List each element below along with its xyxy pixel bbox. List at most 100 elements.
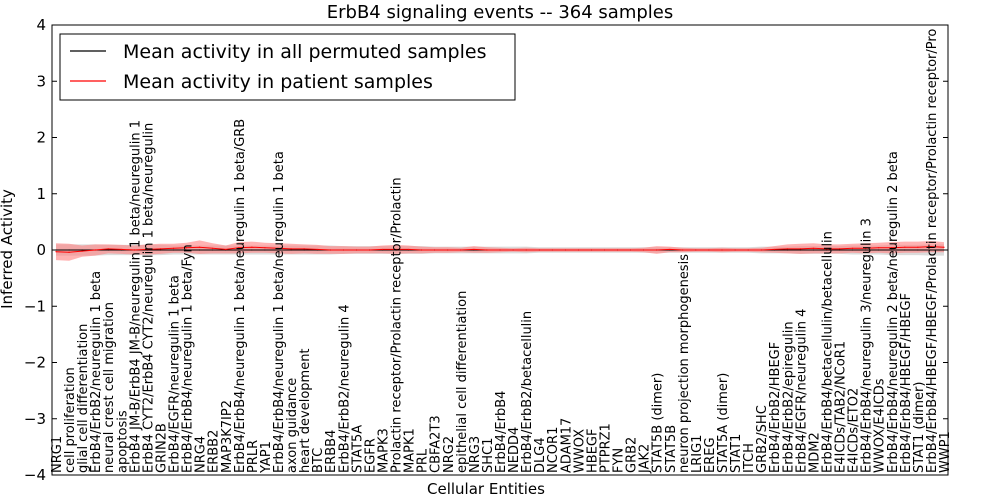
y-tick-label: 0 xyxy=(36,241,46,259)
x-tick-label: ErbB4/ErbB2/neuregulin 4 xyxy=(337,304,352,473)
x-tick-label: ErbB4/ErbB4/HBEGF/HBEGF/Prolactin recept… xyxy=(925,29,940,473)
patient-point xyxy=(159,248,162,250)
patient-point xyxy=(107,248,109,250)
x-tick-label: FYN xyxy=(612,448,627,473)
patient-point xyxy=(564,249,566,251)
x-tick-label: E4ICDs/TAB2/NCoR1 xyxy=(834,341,849,473)
patient-point xyxy=(747,249,749,251)
x-tick-label: ErbB4/ErbB4/neuregulin 1 beta/neuregulin… xyxy=(233,119,248,473)
permuted-point xyxy=(251,249,253,251)
patient-point xyxy=(251,246,253,248)
patient-point xyxy=(290,248,292,250)
x-tick-label: ErbB4/ErbB4 xyxy=(494,391,509,473)
x-tick-label: ErbB4/ErbB4/neuregulin 2 beta/neuregulin… xyxy=(886,151,901,473)
patient-point xyxy=(629,249,632,251)
x-tick-label: apoptosis xyxy=(115,410,130,473)
permuted-point xyxy=(55,249,57,251)
x-tick-label: EREG xyxy=(703,437,718,473)
x-tick-label: glial cell differentiation xyxy=(76,324,91,473)
permuted-point xyxy=(904,249,906,251)
x-tick-label: heart development xyxy=(298,348,313,473)
x-tick-label: ADAM17 xyxy=(559,418,574,473)
x-tick-label: ErbB4/ErbB2/epiregulin xyxy=(781,321,796,473)
patient-point xyxy=(394,248,397,251)
y-tick-label: −3 xyxy=(24,410,46,428)
x-tick-label: STAT5B (dimer) xyxy=(651,373,666,473)
x-tick-label: ErbB4/ErbB2/betacellulin xyxy=(520,311,535,473)
permuted-point xyxy=(865,249,867,251)
patient-point xyxy=(669,248,671,251)
patient-point xyxy=(94,249,96,251)
patient-point xyxy=(865,247,867,249)
x-tick-label: SHC1 xyxy=(481,438,496,473)
patient-point xyxy=(81,250,83,252)
patient-point xyxy=(185,247,188,249)
patient-point xyxy=(603,249,606,251)
x-tick-label: ErbB4/ErbB2/HBEGF xyxy=(768,342,783,473)
patient-point xyxy=(616,249,619,251)
legend: Mean activity in all permuted samples Mea… xyxy=(59,33,516,101)
patient-point xyxy=(407,248,410,251)
x-tick-label: PRL xyxy=(416,448,431,473)
chart-title: ErbB4 signaling events -- 364 samples xyxy=(327,2,674,23)
permuted-point xyxy=(943,249,945,251)
patient-point xyxy=(447,249,449,251)
x-tick-label: ErbB4/EGFR/neuregulin 4 xyxy=(794,309,809,473)
permuted-point xyxy=(786,249,788,251)
patient-point xyxy=(695,249,697,251)
x-tick-label: DLG4 xyxy=(533,437,548,473)
x-tick-label: MAPK3 xyxy=(377,428,392,473)
patient-point xyxy=(238,247,240,249)
x-tick-label: ErbB4/ErbB4/neuregulin 1 beta/neuregulin… xyxy=(272,151,287,473)
x-tick-label: axon guidance xyxy=(285,378,300,473)
x-tick-label: BTC xyxy=(311,448,326,473)
patient-point xyxy=(643,249,645,251)
x-tick-label: EGFR xyxy=(363,438,378,473)
legend-label-patient: Mean activity in patient samples xyxy=(123,71,433,93)
patient-point xyxy=(656,249,658,251)
patient-point xyxy=(551,249,553,251)
patient-point xyxy=(851,247,854,249)
x-tick-label: STAT1 xyxy=(729,434,744,473)
permuted-point xyxy=(878,249,880,251)
permuted-point xyxy=(891,249,893,251)
patient-point xyxy=(199,246,201,248)
x-tick-label: ErbB4/EGFR/neuregulin 1 beta xyxy=(168,275,183,473)
x-tick-label: NRG3 xyxy=(468,436,483,473)
patient-point xyxy=(264,247,266,249)
permuted-point xyxy=(838,249,841,251)
patient-point xyxy=(120,248,122,251)
x-tick-label: neural crest cell migration xyxy=(102,302,117,473)
x-tick-label: NRG1 xyxy=(50,436,65,473)
patient-point xyxy=(838,248,841,250)
x-tick-label: JAK2 xyxy=(638,444,653,474)
permuted-point xyxy=(264,249,266,251)
permuted-point xyxy=(799,249,801,251)
patient-point xyxy=(277,247,279,249)
y-tick-label: 4 xyxy=(36,16,46,34)
patient-point xyxy=(590,249,593,251)
x-tick-label: GRB2 xyxy=(625,437,640,473)
permuted-point xyxy=(159,249,162,251)
x-tick-label: ITCH xyxy=(742,443,757,473)
y-tick-label: 2 xyxy=(36,129,46,147)
permuted-point xyxy=(930,249,932,251)
patient-point xyxy=(682,249,684,251)
patient-point xyxy=(499,249,501,251)
x-tick-label: epithelial cell differentiation xyxy=(455,291,470,473)
permuted-point xyxy=(917,249,919,251)
patient-point xyxy=(930,246,932,248)
permuted-point xyxy=(290,249,292,251)
permuted-point xyxy=(185,249,188,251)
x-tick-label: ERBB4 xyxy=(324,430,339,473)
permuted-point xyxy=(238,249,240,251)
patient-point xyxy=(368,249,371,251)
x-tick-label: LRIG1 xyxy=(690,435,705,473)
patient-point xyxy=(68,251,70,253)
patient-point xyxy=(355,249,357,251)
x-tick-label: ERBB2 xyxy=(207,430,222,473)
patient-point xyxy=(512,249,514,251)
x-tick-label: NRG2 xyxy=(442,436,457,473)
patient-point xyxy=(538,249,540,251)
